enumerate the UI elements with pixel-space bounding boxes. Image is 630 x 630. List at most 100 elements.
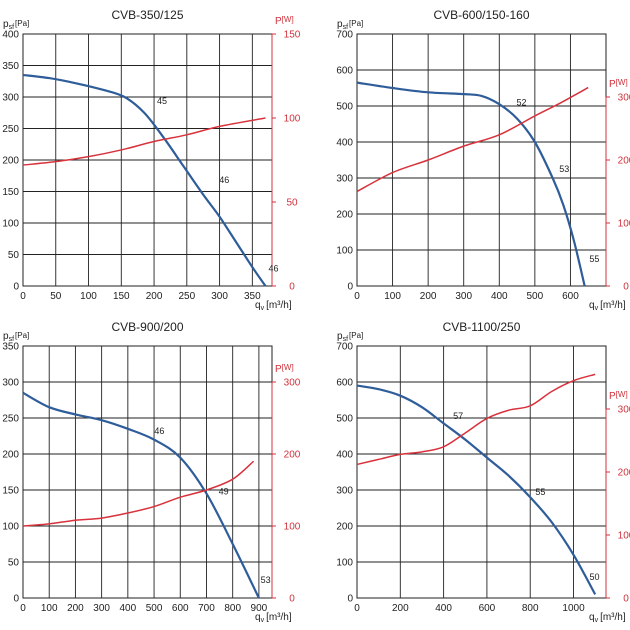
- power-tick-label: 100: [284, 114, 301, 125]
- x-axis-label-main: q: [589, 612, 595, 623]
- chart-title: CVB-1100/250: [443, 320, 521, 334]
- x-tick-label: 300: [93, 603, 110, 614]
- power-axis-label: P[W]: [275, 363, 294, 375]
- y-axis-label-unit: [Pa]: [349, 331, 363, 340]
- curve-annotation: 53: [261, 575, 271, 585]
- x-tick-label: 200: [67, 603, 84, 614]
- x-axis-label-sub: v: [595, 617, 599, 624]
- power-tick-label: 0: [623, 282, 629, 293]
- power-axis-label-main: P: [275, 364, 282, 375]
- x-tick-label: 0: [20, 291, 26, 302]
- y-tick-label: 250: [2, 124, 19, 135]
- power-tick-label: 300: [618, 93, 630, 104]
- y-axis-label-main: p: [337, 331, 343, 342]
- x-tick-label: 400: [491, 291, 508, 302]
- x-tick-label: 0: [354, 291, 360, 302]
- y-tick-label: 0: [13, 594, 19, 605]
- y-tick-label: 400: [2, 30, 19, 41]
- y-axis-label-main: p: [3, 19, 9, 30]
- y-tick-label: 700: [336, 30, 353, 41]
- y-tick-label: 100: [2, 522, 19, 533]
- power-tick-label: 300: [618, 405, 630, 416]
- y-axis-label-unit: [Pa]: [15, 19, 29, 28]
- power-curve: [22, 460, 255, 527]
- y-tick-label: 300: [2, 93, 19, 104]
- curve-annotation: 46: [268, 263, 278, 273]
- y-tick-label: 0: [13, 282, 19, 293]
- power-tick-label: 100: [284, 522, 301, 533]
- power-tick-label: 200: [284, 450, 301, 461]
- y-axis-label-unit: [Pa]: [349, 19, 363, 28]
- x-axis-label-sub: v: [261, 617, 265, 624]
- y-axis-label-sub: sf: [9, 24, 15, 31]
- power-axis-label-unit: [W]: [282, 363, 294, 372]
- x-axis-label: qv [m³/h]: [589, 300, 626, 312]
- curve-annotation: 50: [590, 572, 600, 582]
- x-tick-label: 600: [479, 603, 496, 614]
- x-axis-label-main: q: [255, 612, 261, 623]
- chart-panel-4: 0 100 200 300 400 500 600 700 0 200 400 600 800 1000 0…: [336, 320, 630, 624]
- pressure-curve: [22, 391, 260, 599]
- x-tick-label: 200: [420, 291, 437, 302]
- y-tick-label: 300: [336, 486, 353, 497]
- power-curve: [22, 117, 266, 166]
- y-tick-label: 600: [336, 378, 353, 389]
- power-tick-label: 300: [284, 378, 301, 389]
- y-axis-label: psf[Pa]: [3, 331, 29, 343]
- power-tick-label: 100: [618, 531, 630, 542]
- y-tick-label: 250: [2, 414, 19, 425]
- x-axis-label-unit: [m³/h]: [600, 612, 626, 623]
- curve-annotation: 45: [157, 96, 167, 106]
- x-tick-label: 0: [354, 603, 360, 614]
- y-tick-label: 700: [336, 342, 353, 353]
- chart-title: CVB-900/200: [111, 320, 183, 334]
- power-curve: [356, 86, 589, 193]
- y-axis-label: psf[Pa]: [337, 19, 363, 31]
- x-tick-label: 800: [522, 603, 539, 614]
- plot-frame: [22, 345, 273, 599]
- x-tick-label: 1000: [562, 603, 585, 614]
- power-tick-label: 200: [618, 468, 630, 479]
- x-axis-label-main: q: [589, 300, 595, 311]
- curve-annotation: 53: [559, 164, 569, 174]
- y-axis-label: psf[Pa]: [3, 19, 29, 31]
- x-tick-label: 200: [146, 291, 163, 302]
- y-tick-label: 600: [336, 66, 353, 77]
- y-axis-label-main: p: [337, 19, 343, 30]
- chart-title: CVB-350/125: [111, 8, 183, 22]
- y-tick-label: 50: [8, 250, 20, 261]
- y-tick-label: 200: [336, 522, 353, 533]
- chart-panel-2: 0 100 200 300 400 500 600 700 0 100 200 300 400 500 60…: [336, 8, 630, 312]
- y-tick-label: 200: [2, 156, 19, 167]
- x-tick-label: 0: [20, 603, 26, 614]
- x-tick-label: 300: [455, 291, 472, 302]
- power-tick-label: 0: [289, 282, 295, 293]
- curve-annotation: 46: [154, 426, 164, 436]
- plot-frame: [356, 33, 607, 287]
- x-tick-label: 600: [172, 603, 189, 614]
- x-tick-label: 400: [435, 603, 452, 614]
- x-tick-label: 150: [113, 291, 130, 302]
- y-axis-label-unit: [Pa]: [15, 331, 29, 340]
- curve-annotation: 57: [453, 411, 463, 421]
- curve-annotation: 46: [219, 175, 229, 185]
- y-axis-label: psf[Pa]: [337, 331, 363, 343]
- pressure-curve: [356, 81, 586, 287]
- power-axis-label-unit: [W]: [282, 15, 294, 24]
- pressure-curve: [22, 73, 267, 287]
- y-tick-label: 0: [347, 282, 353, 293]
- chart-panel-1: 0 50 100 150 200 250 300 350 400 0 50 100 150 200 250 3…: [2, 8, 300, 312]
- x-axis-label-sub: v: [595, 305, 599, 312]
- y-tick-label: 150: [2, 486, 19, 497]
- power-tick-label: 50: [286, 198, 298, 209]
- power-tick-label: 0: [289, 594, 295, 605]
- x-tick-label: 50: [50, 291, 62, 302]
- x-tick-label: 100: [41, 603, 58, 614]
- y-tick-label: 200: [2, 450, 19, 461]
- x-tick-label: 400: [119, 603, 136, 614]
- power-curve: [356, 373, 596, 466]
- power-tick-label: 200: [618, 156, 630, 167]
- y-tick-label: 100: [336, 246, 353, 257]
- y-tick-label: 50: [8, 558, 20, 569]
